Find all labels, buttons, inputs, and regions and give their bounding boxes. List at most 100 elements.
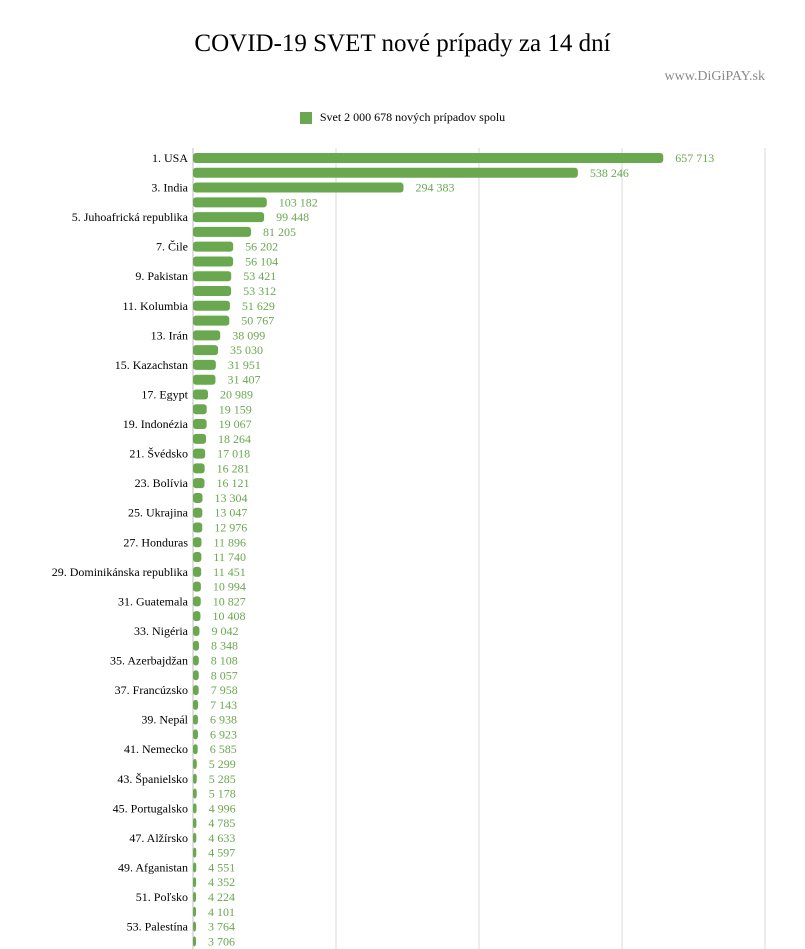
bar [193,640,199,651]
category-label: 53. Palestína [127,920,189,934]
bar [193,699,199,710]
category-label: 15. Kazachstan [115,358,188,372]
value-label: 4 597 [208,846,235,860]
category-label: 7. Čile [156,240,188,254]
value-label: 4 352 [208,875,235,889]
bar [193,507,203,518]
bar [193,566,202,577]
value-label: 7 143 [210,698,237,712]
value-label: 5 285 [209,772,236,786]
value-label: 53 312 [243,284,276,298]
bar [193,256,234,267]
value-label: 5 178 [209,787,236,801]
category-label: 5. Juhoafrická republika [72,210,189,224]
bar [193,167,578,178]
category-label: 23. Bolívia [135,476,189,490]
bar [193,330,221,341]
category-label: 41. Nemecko [124,742,188,756]
watermark: www.DiGiPAY.sk [664,69,765,84]
value-label: 13 304 [215,491,248,505]
value-label: 16 281 [217,461,250,475]
bar [193,522,203,533]
bar [193,241,234,252]
value-label: 18 264 [218,432,251,446]
category-label: 29. Dominikánska republika [52,565,189,579]
value-label: 4 996 [209,801,236,815]
value-label: 13 047 [214,506,247,520]
category-label: 13. Irán [151,328,188,342]
value-label: 50 767 [241,314,274,328]
value-label: 56 104 [245,254,278,268]
value-label: 7 958 [211,683,238,697]
bar [193,936,196,947]
bar [193,448,206,459]
value-label: 3 764 [208,920,235,934]
value-label: 5 299 [209,757,236,771]
bar [193,773,197,784]
legend-swatch [299,111,312,124]
value-label: 20 989 [220,387,253,401]
bar [193,433,207,444]
legend-label: Svet 2 000 678 nových prípadov spolu [319,110,506,124]
category-label: 11. Kolumbia [122,299,188,313]
bar [193,492,203,503]
bar [193,729,198,740]
value-label: 6 585 [210,742,237,756]
category-label: 17. Egypt [141,387,188,401]
category-label: 9. Pakistan [135,269,188,283]
value-label: 294 383 [415,181,454,195]
bar [193,847,197,858]
bar [193,271,232,282]
bar [193,685,199,696]
bar [193,625,200,636]
bar [193,832,197,843]
bar [193,581,201,592]
category-label: 51. Poľsko [136,890,188,904]
value-label: 8 348 [211,639,238,653]
bar [193,803,197,814]
bar [193,182,404,193]
bar [193,226,252,237]
value-label: 11 896 [214,535,247,549]
chart-title: COVID-19 SVET nové prípady za 14 dní [194,30,611,57]
value-label: 4 224 [208,890,235,904]
bar [193,404,207,415]
value-label: 11 740 [213,550,246,564]
value-label: 31 407 [227,373,260,387]
category-label: 33. Nigéria [134,624,189,638]
bar [193,315,230,326]
value-label: 10 827 [213,594,246,608]
value-label: 81 205 [263,225,296,239]
value-label: 8 108 [211,654,238,668]
bar [193,359,216,370]
value-label: 38 099 [232,328,265,342]
bar [193,478,205,489]
category-label: 45. Portugalsko [113,801,188,815]
bar [193,596,201,607]
value-label: 4 551 [208,860,235,874]
bar [193,892,197,902]
value-label: 51 629 [242,299,275,313]
bar [193,345,219,356]
value-label: 19 159 [219,402,252,416]
category-label: 49. Afganistan [118,860,188,874]
bar [193,212,265,223]
bar [193,153,664,163]
bar [193,877,197,888]
bar [193,611,201,622]
category-label: 19. Indonézia [123,417,189,431]
bar [193,758,197,769]
value-label: 4 101 [208,905,235,919]
bar [193,389,209,400]
value-label: 3 706 [208,934,235,948]
bar [193,374,216,385]
bar [193,419,207,430]
bar [193,921,196,932]
bar [193,714,198,725]
value-label: 657 713 [675,151,714,165]
bar [193,744,198,755]
category-label: 43. Španielsko [117,772,188,786]
category-label: 37. Francúzsko [115,683,188,697]
category-label: 35. Azerbajdžan [110,654,188,668]
